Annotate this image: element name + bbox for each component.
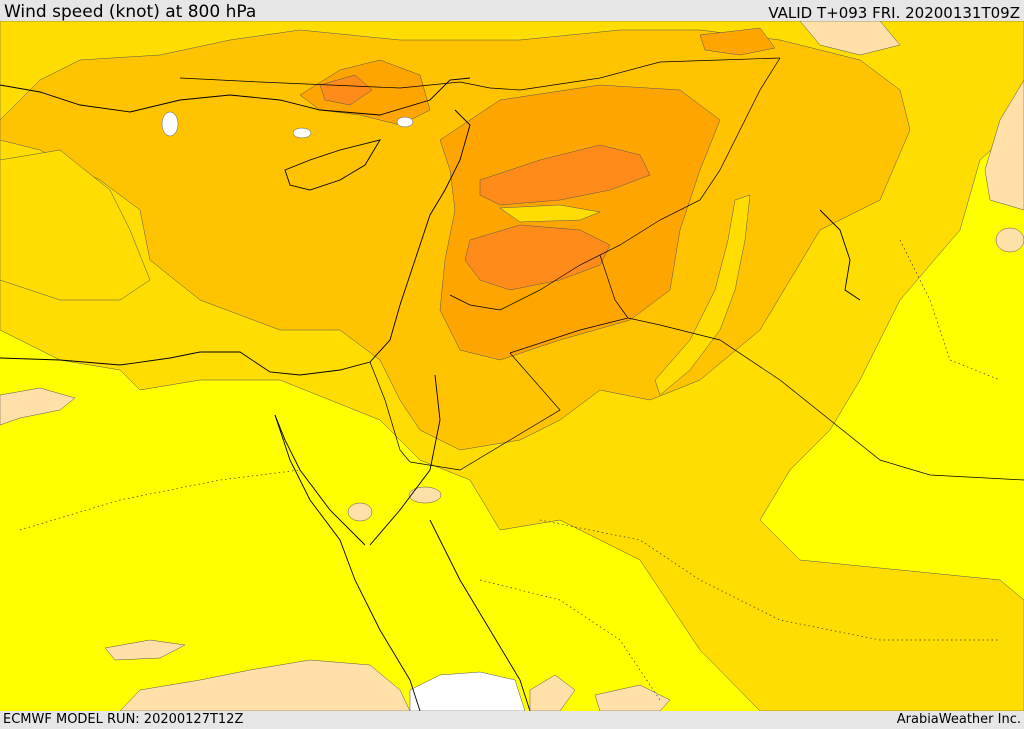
white-spot-3 [396, 116, 414, 128]
peach-patch-se [529, 674, 576, 711]
orange-band [439, 84, 721, 361]
peach-patch-s [119, 659, 411, 711]
dark-orange-core-3 [319, 74, 373, 106]
peach-spot-1 [408, 486, 442, 504]
peach-spot-2 [347, 502, 373, 522]
border-syria-turkey [179, 57, 781, 91]
white-spot-2 [292, 127, 312, 139]
header-bar: Wind speed (knot) at 800 hPa VALID T+093… [0, 0, 1024, 22]
peach-patch-sw [0, 387, 76, 426]
gold-streak-east [654, 194, 751, 396]
border-egypt-israel [369, 361, 411, 463]
dark-orange-core-2 [464, 224, 611, 291]
white-spot-1 [161, 111, 179, 137]
peach-patch-se2 [594, 684, 671, 711]
border-jordan-saudi [599, 254, 1024, 481]
map-title: Wind speed (knot) at 800 hPa [4, 2, 257, 22]
orange-band-north [699, 27, 776, 56]
footer-bar: ECMWF MODEL RUN: 20200127T12Z ArabiaWeat… [0, 711, 1024, 729]
persian-gulf-coast [819, 209, 861, 301]
border-saudi-jordan-2 [409, 352, 561, 471]
valid-time: VALID T+093 FRI. 20200131T09Z [768, 4, 1020, 22]
peach-spot-3 [995, 227, 1024, 253]
peach-patch-ne2 [799, 21, 901, 56]
cyprus [284, 139, 381, 191]
red-sea-east [369, 374, 531, 711]
peach-patch-s2 [104, 639, 186, 661]
gulf-of-suez [274, 414, 366, 546]
dark-orange-core-1 [479, 144, 651, 206]
border-jordan-iraq [509, 317, 629, 354]
dotted-border-4 [479, 579, 661, 701]
white-patch-south [409, 671, 526, 711]
wind-speed-map [0, 21, 1024, 711]
yellow-pocket [499, 204, 601, 223]
anatolia-coast [0, 77, 471, 116]
country-borders [179, 57, 1024, 481]
model-run: ECMWF MODEL RUN: 20200127T12Z [3, 712, 244, 727]
gold-west-strip [0, 149, 151, 301]
credit: ArabiaWeather Inc. [896, 712, 1021, 727]
peach-patch-ne [984, 79, 1024, 211]
red-sea-west [274, 414, 421, 711]
border-iraq [449, 57, 781, 311]
province-borders [19, 239, 1001, 701]
